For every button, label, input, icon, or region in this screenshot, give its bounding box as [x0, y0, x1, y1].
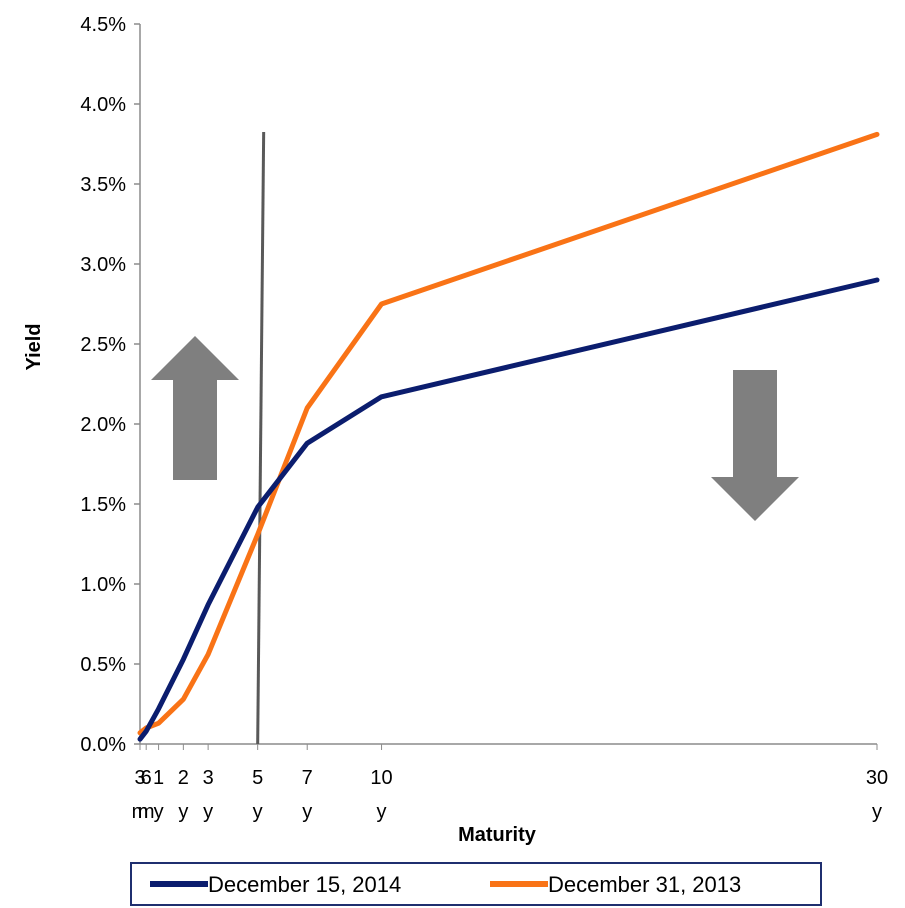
annotations	[151, 131, 799, 745]
arrow-down-icon	[711, 370, 799, 521]
x-tick-unit: m	[132, 801, 149, 823]
x-tick-label: 3	[203, 767, 214, 789]
x-tick-unit: y	[302, 801, 312, 823]
y-tick-label: 1.5%	[80, 494, 126, 516]
y-tick-label: 3.0%	[80, 254, 126, 276]
x-axis-title: Maturity	[458, 824, 537, 846]
y-tick-label: 3.5%	[80, 174, 126, 196]
x-tick-label: 1	[153, 767, 164, 789]
x-tick-unit: y	[154, 801, 164, 823]
legend: December 15, 2014 December 31, 2013	[130, 862, 822, 906]
x-tick-label: 10	[370, 767, 392, 789]
x-tick-label: 30	[866, 767, 888, 789]
x-tick-unit: y	[253, 801, 263, 823]
x-tick-label: 3	[134, 767, 145, 789]
legend-label-series-2: December 31, 2013	[548, 872, 741, 897]
y-axis-ticks: 0.0% 0.5% 1.0% 1.5% 2.0% 2.5% 3.0% 3.5% 4.0% 4.5%	[80, 14, 140, 756]
x-tick-label: 7	[302, 767, 313, 789]
legend-label-series-1: December 15, 2014	[208, 872, 401, 897]
y-tick-label: 0.5%	[80, 654, 126, 676]
vertical-reference-line	[256, 131, 266, 745]
x-tick-unit: m	[138, 801, 155, 823]
axes	[139, 24, 877, 745]
y-tick-label: 2.5%	[80, 334, 126, 356]
y-tick-label: 0.0%	[80, 734, 126, 756]
x-tick-unit: y	[872, 801, 882, 823]
x-tick-label: 6	[141, 767, 152, 789]
x-tick-unit: y	[203, 801, 213, 823]
series-lines	[137, 131, 880, 742]
x-tick-unit: y	[377, 801, 387, 823]
x-tick-unit: y	[178, 801, 188, 823]
y-tick-label: 4.5%	[80, 14, 126, 36]
arrow-up-icon	[151, 336, 239, 480]
y-tick-label: 1.0%	[80, 574, 126, 596]
y-tick-label: 2.0%	[80, 414, 126, 436]
x-tick-label: 2	[178, 767, 189, 789]
y-tick-label: 4.0%	[80, 94, 126, 116]
legend-box	[130, 862, 822, 906]
y-axis-title: Yield	[23, 323, 45, 370]
x-tick-label: 5	[252, 767, 263, 789]
series-line-1	[137, 277, 880, 742]
